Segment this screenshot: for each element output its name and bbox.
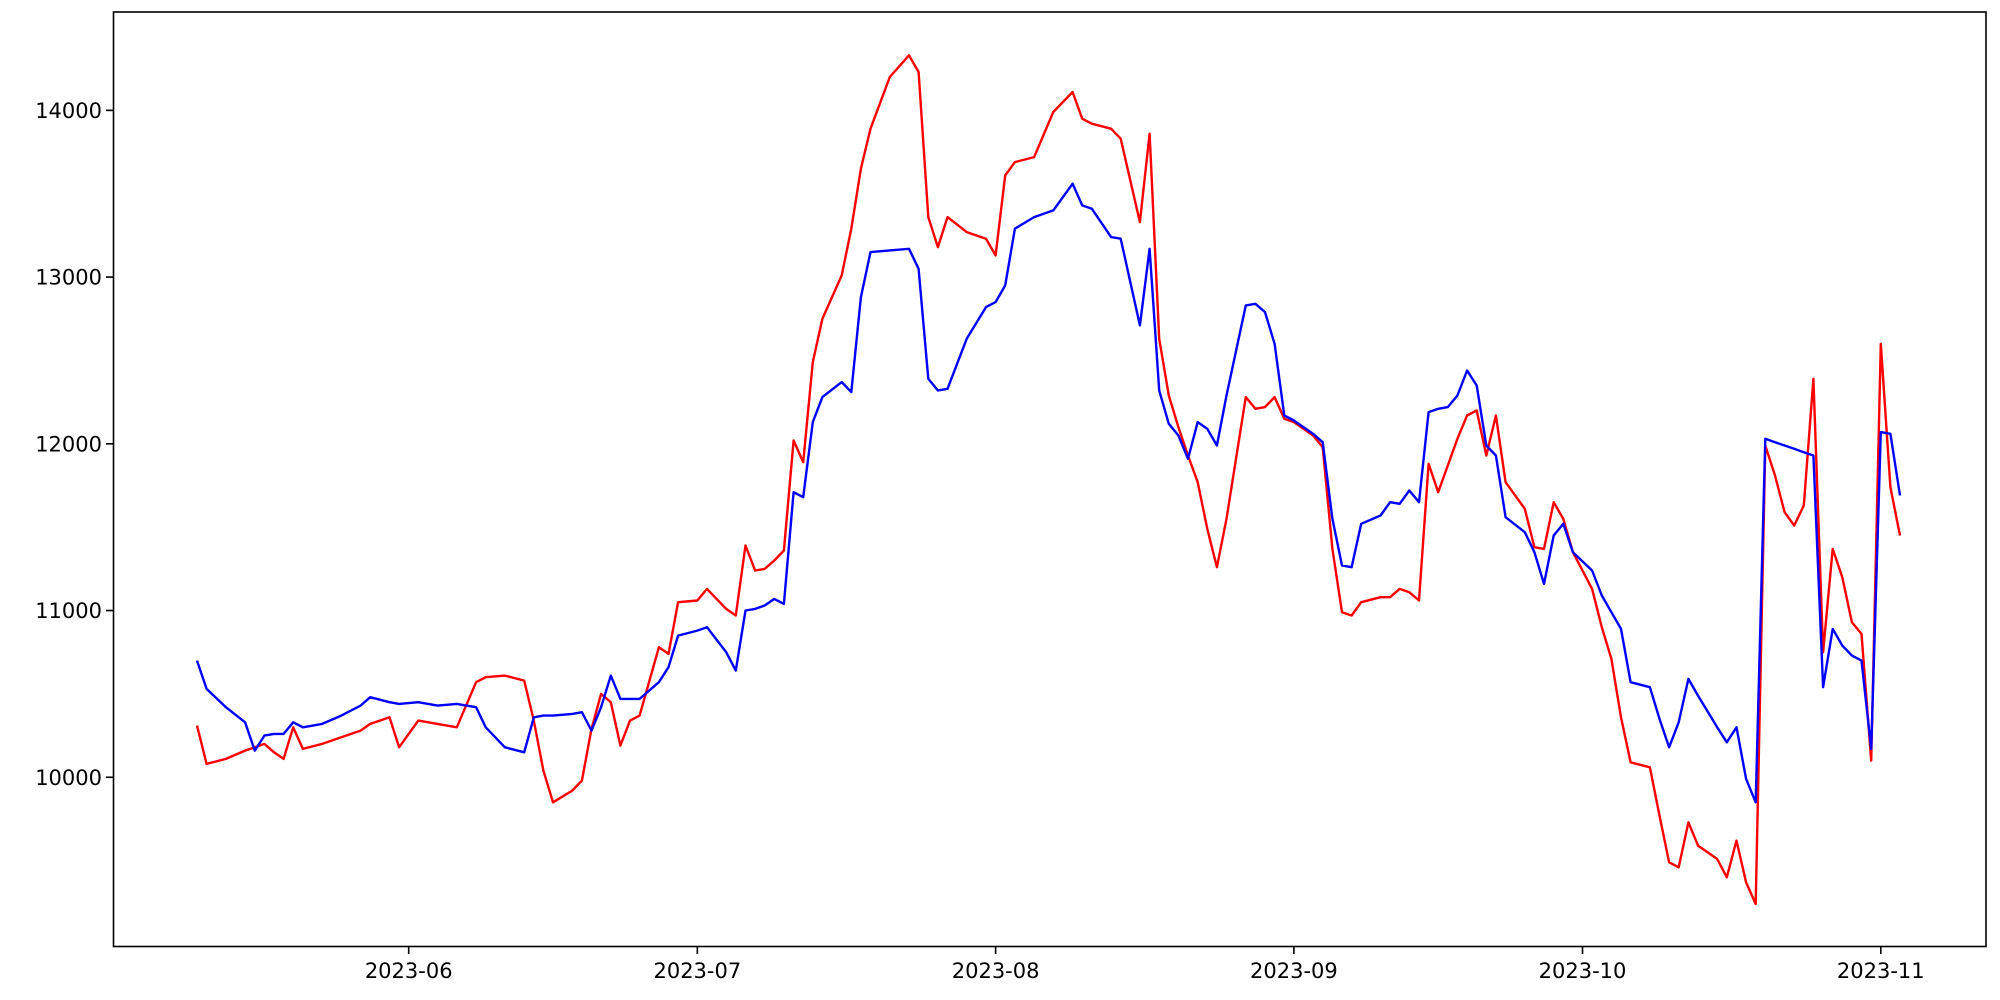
x-tick-label: 2023-07 — [653, 959, 741, 983]
y-tick-label: 13000 — [35, 266, 102, 290]
x-tick-label: 2023-11 — [1837, 959, 1925, 983]
plot-border — [112, 11, 1987, 948]
x-tick-label: 2023-08 — [952, 959, 1040, 983]
y-tick-label: 10000 — [35, 766, 102, 790]
x-axis: 2023-06 2023-07 2023-08 2023-09 2023-10 2023-… — [365, 946, 1925, 983]
y-tick-label: 11000 — [35, 599, 102, 623]
x-tick-label: 2023-10 — [1539, 959, 1627, 983]
x-tick-label: 2023-09 — [1250, 959, 1338, 983]
red-series-line — [195, 54, 1902, 906]
x-tick-label: 2023-06 — [365, 959, 453, 983]
y-axis: 10000 11000 12000 13000 14000 — [35, 99, 114, 790]
blue-series-line — [195, 182, 1902, 804]
y-tick-label: 14000 — [35, 99, 102, 123]
y-tick-label: 12000 — [35, 432, 102, 456]
